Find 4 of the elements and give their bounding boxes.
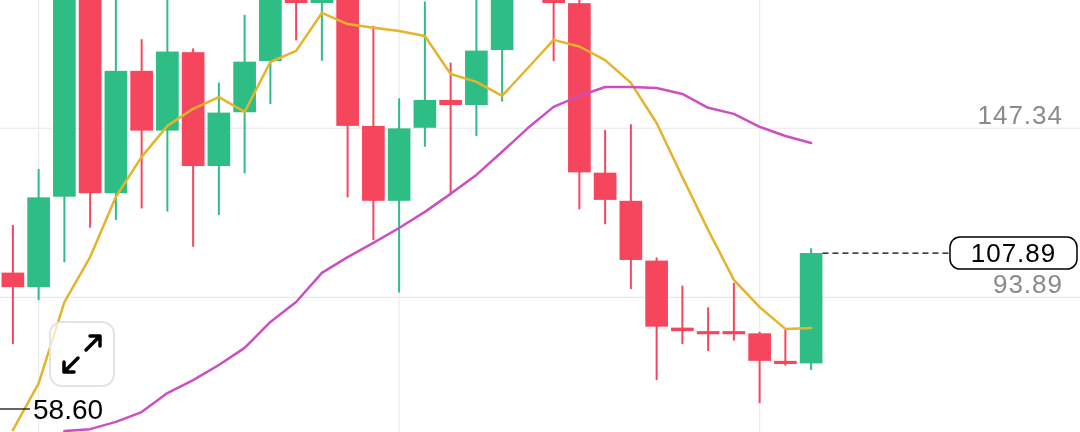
y-tick-label: 93.89 (992, 269, 1063, 300)
ref-line-label: 107.89 (970, 238, 1057, 269)
annotation: 58.60 (33, 393, 104, 425)
y-tick-label: 147.34 (977, 100, 1063, 131)
